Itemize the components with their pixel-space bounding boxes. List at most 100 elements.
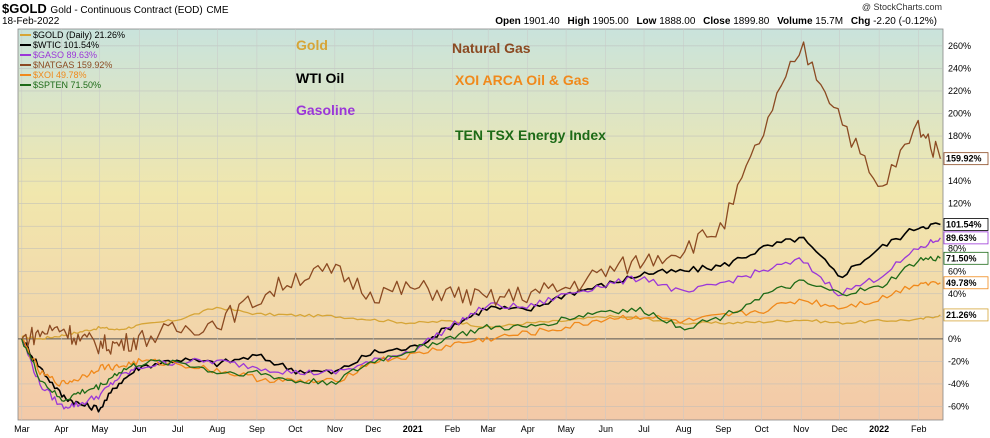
series-line bbox=[21, 280, 941, 387]
description: Gold - Continuous Contract (EOD) bbox=[50, 5, 203, 16]
x-tick-label: Feb bbox=[911, 424, 927, 434]
end-label: 21.26% bbox=[946, 310, 977, 320]
series-line bbox=[21, 255, 941, 402]
x-tick-label: Sep bbox=[715, 424, 731, 434]
x-tick-label: 2022 bbox=[869, 424, 889, 434]
end-label: 89.63% bbox=[946, 233, 977, 243]
legend-item: $XOI 49.78% bbox=[20, 70, 125, 80]
chart-date: 18-Feb-2022 bbox=[2, 16, 60, 27]
x-tick-label: Jul bbox=[638, 424, 650, 434]
annotation-xoi: XOI ARCA Oil & Gas bbox=[455, 72, 590, 88]
end-label-box bbox=[943, 231, 989, 245]
y-tick-label: 260% bbox=[948, 41, 971, 51]
end-label: 101.54% bbox=[946, 219, 982, 229]
legend: $GOLD (Daily) 21.26% $WTIC 101.54% $GASO 8… bbox=[20, 30, 125, 90]
y-tick-label: 80% bbox=[948, 244, 966, 254]
series-line bbox=[21, 237, 941, 410]
series-line bbox=[21, 306, 941, 340]
quote-item: High 1905.00 bbox=[567, 16, 632, 27]
series-lines bbox=[21, 41, 942, 413]
x-axis: Mar Apr May Jun Jul Aug Sep Oct Nov Dec 2021 Feb Mar… bbox=[14, 424, 926, 434]
quote-bar: Open 1901.40 High 1905.00 Low 1888.00 Cl… bbox=[495, 16, 942, 27]
legend-label: $GOLD (Daily) 21.26% bbox=[33, 30, 126, 40]
legend-swatch bbox=[20, 74, 31, 76]
annotation-ten-tsx: TEN TSX Energy Index bbox=[455, 127, 606, 143]
legend-item: $NATGAS 159.92% bbox=[20, 60, 125, 70]
y-tick-label: 0% bbox=[948, 334, 961, 344]
legend-label: $SPTEN 71.50% bbox=[33, 80, 102, 90]
legend-label: $WTIC 101.54% bbox=[33, 40, 100, 50]
watermark[interactable]: @ StockCharts.com bbox=[861, 2, 942, 12]
x-tick-label: Jun bbox=[598, 424, 613, 434]
annotation-wti-oil: WTI Oil bbox=[296, 70, 345, 86]
legend-label: $XOI 49.78% bbox=[33, 70, 87, 80]
y-tick-label: 220% bbox=[948, 86, 971, 96]
annotation-natural-gas: Natural Gas bbox=[452, 40, 531, 56]
gridlines bbox=[18, 29, 943, 420]
end-label: 71.50% bbox=[946, 253, 977, 263]
y-tick-label: -40% bbox=[948, 379, 969, 389]
x-tick-label: Feb bbox=[445, 424, 461, 434]
end-label: 49.78% bbox=[946, 278, 977, 288]
series-line bbox=[21, 41, 942, 355]
x-tick-label: Nov bbox=[793, 424, 810, 434]
end-label: 159.92% bbox=[946, 154, 982, 164]
x-tick-label: Mar bbox=[14, 424, 30, 434]
y-tick-label: 60% bbox=[948, 266, 966, 276]
x-tick-label: Dec bbox=[832, 424, 849, 434]
end-label-box bbox=[943, 308, 989, 322]
quote-item: Volume 15.7M bbox=[777, 16, 846, 27]
x-tick-label: Jul bbox=[172, 424, 184, 434]
x-tick-label: Aug bbox=[676, 424, 692, 434]
y-tick-label: -20% bbox=[948, 356, 969, 366]
y-tick-label: 240% bbox=[948, 63, 971, 73]
x-tick-label: Apr bbox=[521, 424, 535, 434]
x-tick-label: Apr bbox=[54, 424, 68, 434]
chart-title: $GOLD Gold - Continuous Contract (EOD) C… bbox=[2, 1, 229, 16]
x-tick-label: 2021 bbox=[403, 424, 423, 434]
y-tick-label: -60% bbox=[948, 401, 969, 411]
end-labels: 21.26% 101.54% 89.63% 159.92% 49.78% 71.50% bbox=[943, 152, 989, 322]
annotation-gold: Gold bbox=[296, 37, 328, 53]
end-label-box bbox=[943, 276, 989, 290]
legend-item: $GOLD (Daily) 21.26% bbox=[20, 30, 125, 40]
exchange: CME bbox=[206, 5, 229, 16]
quote-item: Low 1888.00 bbox=[636, 16, 699, 27]
legend-swatch bbox=[20, 44, 31, 46]
quote-item: Chg -2.20 (-0.12%) bbox=[850, 16, 937, 27]
legend-label: $NATGAS 159.92% bbox=[33, 60, 113, 70]
legend-swatch bbox=[20, 64, 31, 66]
end-label-box bbox=[943, 218, 989, 231]
legend-label: $GASO 89.63% bbox=[33, 50, 98, 60]
legend-swatch bbox=[20, 54, 31, 56]
x-tick-label: May bbox=[91, 424, 109, 434]
plot-background bbox=[17, 28, 944, 421]
legend-item: $GASO 89.63% bbox=[20, 50, 125, 60]
legend-swatch bbox=[20, 34, 31, 36]
x-tick-label: Jun bbox=[132, 424, 147, 434]
x-tick-label: Oct bbox=[755, 424, 770, 434]
x-tick-label: May bbox=[558, 424, 576, 434]
y-tick-label: 140% bbox=[948, 176, 971, 186]
end-label-box bbox=[943, 251, 989, 265]
legend-swatch bbox=[20, 84, 31, 86]
x-tick-label: Dec bbox=[365, 424, 382, 434]
series-line bbox=[21, 222, 941, 413]
x-tick-label: Sep bbox=[249, 424, 265, 434]
legend-item: $SPTEN 71.50% bbox=[20, 80, 125, 90]
y-tick-label: 180% bbox=[948, 131, 971, 141]
legend-item: $WTIC 101.54% bbox=[20, 40, 125, 50]
x-tick-label: Aug bbox=[209, 424, 225, 434]
x-tick-label: Oct bbox=[288, 424, 303, 434]
y-tick-label: 40% bbox=[948, 289, 966, 299]
x-tick-label: Nov bbox=[327, 424, 344, 434]
annotation-gasoline: Gasoline bbox=[296, 102, 356, 118]
end-label-box bbox=[943, 152, 989, 166]
x-tick-label: Mar bbox=[480, 424, 496, 434]
quote-item: Open 1901.40 bbox=[495, 16, 563, 27]
quote-item: Close 1899.80 bbox=[703, 16, 773, 27]
symbol: $GOLD bbox=[2, 1, 47, 16]
y-tick-label: 200% bbox=[948, 109, 971, 119]
y-tick-label: 120% bbox=[948, 199, 971, 209]
